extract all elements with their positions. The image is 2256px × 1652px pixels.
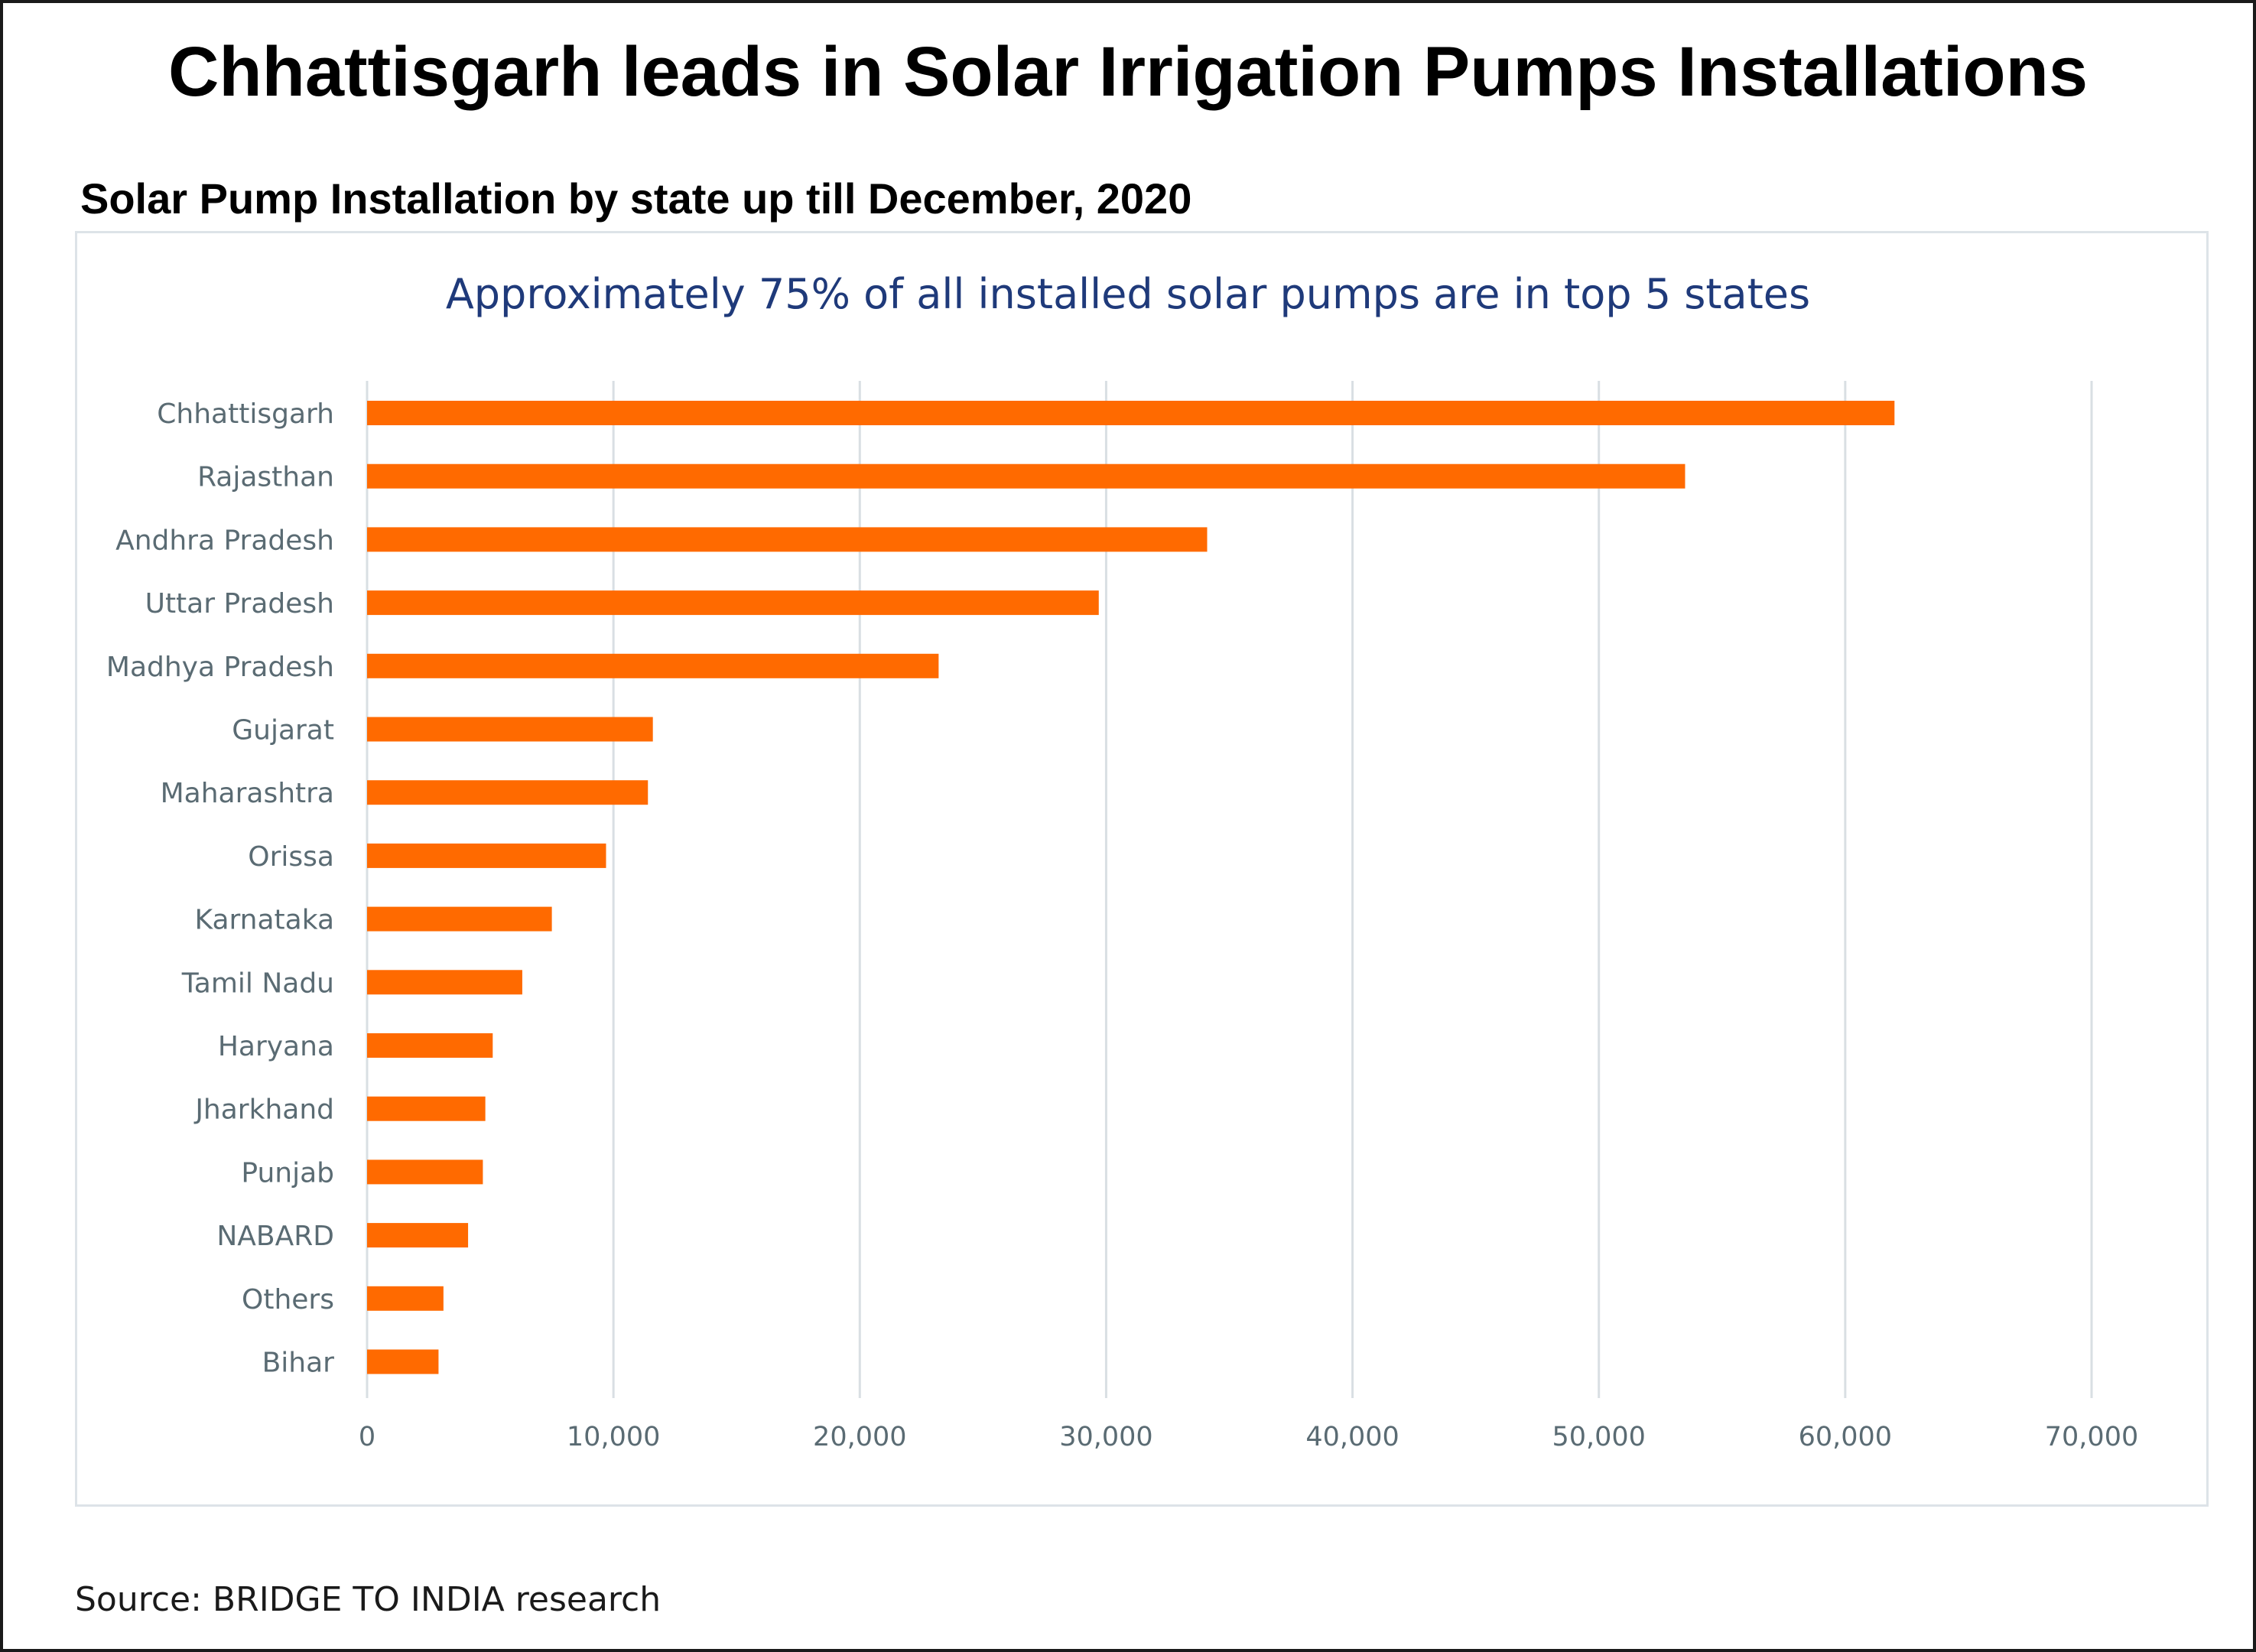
- x-tick-label: 60,000: [1799, 1422, 1892, 1452]
- gridlines: [366, 381, 2093, 1398]
- x-tick-labels: 0 10,000 20,000 30,000 40,000 50,000 60,000 70,…: [359, 1422, 2138, 1452]
- bar-karnataka: [367, 906, 552, 932]
- bar-punjab: [367, 1159, 483, 1185]
- bar-haryana: [367, 1033, 493, 1058]
- category-labels: Chhattisgarh Rajasthan Andhra Pradesh Uttar…: [106, 398, 334, 1379]
- category-label: Rajasthan: [197, 462, 334, 493]
- bar-madhya-pradesh: [367, 653, 939, 678]
- x-tick-label: 30,000: [1059, 1422, 1152, 1452]
- x-tick-label: 50,000: [1552, 1422, 1645, 1452]
- bar-maharashtra: [367, 780, 649, 805]
- bar-jharkhand: [367, 1096, 486, 1121]
- category-label: Haryana: [218, 1031, 334, 1062]
- category-label: Others: [242, 1284, 334, 1315]
- bar-bihar: [367, 1349, 439, 1374]
- category-label: Karnataka: [194, 905, 334, 936]
- x-tick-label: 70,000: [2045, 1422, 2138, 1452]
- source-note: Source: BRIDGE TO INDIA research: [75, 1580, 662, 1619]
- bar-chhattisgarh: [367, 401, 1895, 425]
- category-label: Tamil Nadu: [181, 967, 334, 999]
- x-tick-label: 20,000: [813, 1422, 906, 1452]
- bar-rajasthan: [367, 463, 1685, 489]
- bar-orissa: [367, 843, 606, 868]
- bar-others: [367, 1286, 444, 1311]
- category-label: Chhattisgarh: [157, 398, 334, 430]
- bar-nabard: [367, 1223, 469, 1248]
- category-label: Bihar: [262, 1348, 335, 1379]
- bar-tamil-nadu: [367, 970, 522, 995]
- category-label: Madhya Pradesh: [106, 652, 334, 683]
- category-label: Punjab: [241, 1157, 334, 1189]
- category-label: Jharkhand: [193, 1094, 334, 1126]
- chart-title: Approximately 75% of all installed solar…: [445, 270, 1811, 318]
- x-tick-label: 40,000: [1305, 1422, 1399, 1452]
- x-tick-label: 0: [359, 1422, 375, 1452]
- bar-andhra-pradesh: [367, 527, 1208, 552]
- page-title: Chhattisgarh leads in Solar Irrigation P…: [167, 33, 2088, 111]
- bar-gujarat: [367, 717, 653, 742]
- category-label: Gujarat: [232, 715, 334, 746]
- category-label: Andhra Pradesh: [115, 525, 334, 556]
- bar-uttar-pradesh: [367, 590, 1099, 616]
- category-label: Maharashtra: [161, 778, 334, 809]
- x-tick-label: 10,000: [567, 1422, 660, 1452]
- category-label: NABARD: [216, 1221, 334, 1252]
- page-subtitle: Solar Pump Installation by state up till…: [80, 174, 1192, 223]
- category-label: Orissa: [248, 841, 334, 873]
- bars: [367, 401, 1895, 1374]
- category-label: Uttar Pradesh: [145, 588, 334, 620]
